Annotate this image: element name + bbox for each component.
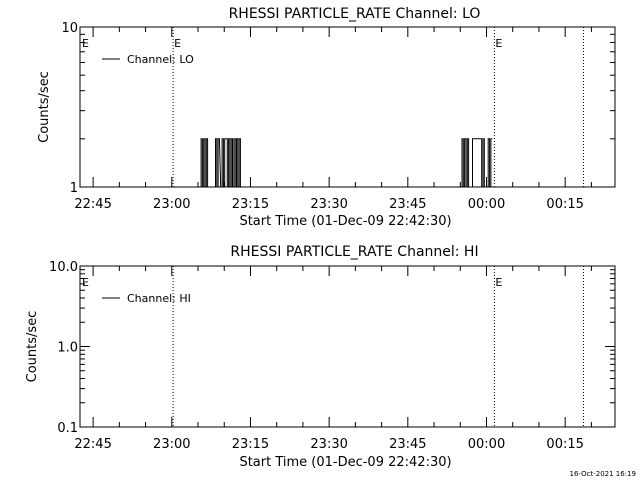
start-marker-label: E: [82, 276, 89, 289]
y-tick-label: 10: [61, 21, 78, 36]
legend-label: Channel: LO: [127, 53, 194, 66]
event-marker-label: E: [495, 37, 502, 50]
x-tick-label: 00:15: [546, 437, 583, 452]
start-marker-label: E: [82, 37, 89, 50]
y-axis-title: Counts/sec: [25, 311, 40, 383]
x-tick-label: 23:30: [310, 437, 347, 452]
chart-title: RHESSI PARTICLE_RATE Channel: HI: [230, 244, 478, 260]
event-marker-label: E: [174, 37, 181, 50]
x-tick-label: 23:15: [232, 437, 269, 452]
x-axis-title: Start Time (01-Dec-09 22:42:30): [239, 214, 451, 229]
chart-title: RHESSI PARTICLE_RATE Channel: LO: [229, 6, 481, 22]
x-tick-label: 22:45: [74, 197, 111, 212]
x-tick-label: 00:15: [546, 197, 583, 212]
event-marker-label: E: [495, 276, 502, 289]
x-tick-label: 23:45: [389, 437, 426, 452]
x-tick-label: 23:15: [232, 197, 269, 212]
x-tick-label: 23:30: [310, 197, 347, 212]
x-tick-label: 23:45: [389, 197, 426, 212]
series-line: [199, 138, 493, 188]
y-tick-label: 10.0: [49, 260, 78, 275]
y-tick-label: 1: [70, 181, 78, 196]
x-tick-label: 23:00: [153, 437, 190, 452]
x-tick-label: 00:00: [468, 197, 505, 212]
x-axis-title: Start Time (01-Dec-09 22:42:30): [239, 455, 451, 470]
x-tick-label: 23:00: [153, 197, 190, 212]
timestamp-label: 16-Oct-2021 16:19: [569, 470, 636, 478]
plot-frame: [79, 26, 616, 188]
legend-label: Channel: HI: [127, 292, 191, 305]
y-axis-title: Counts/sec: [37, 71, 52, 143]
x-tick-label: 00:00: [468, 437, 505, 452]
plot-frame: [79, 265, 616, 428]
y-tick-label: 0.1: [57, 421, 78, 436]
y-tick-label: 1.0: [57, 341, 78, 356]
x-tick-label: 22:45: [74, 437, 111, 452]
